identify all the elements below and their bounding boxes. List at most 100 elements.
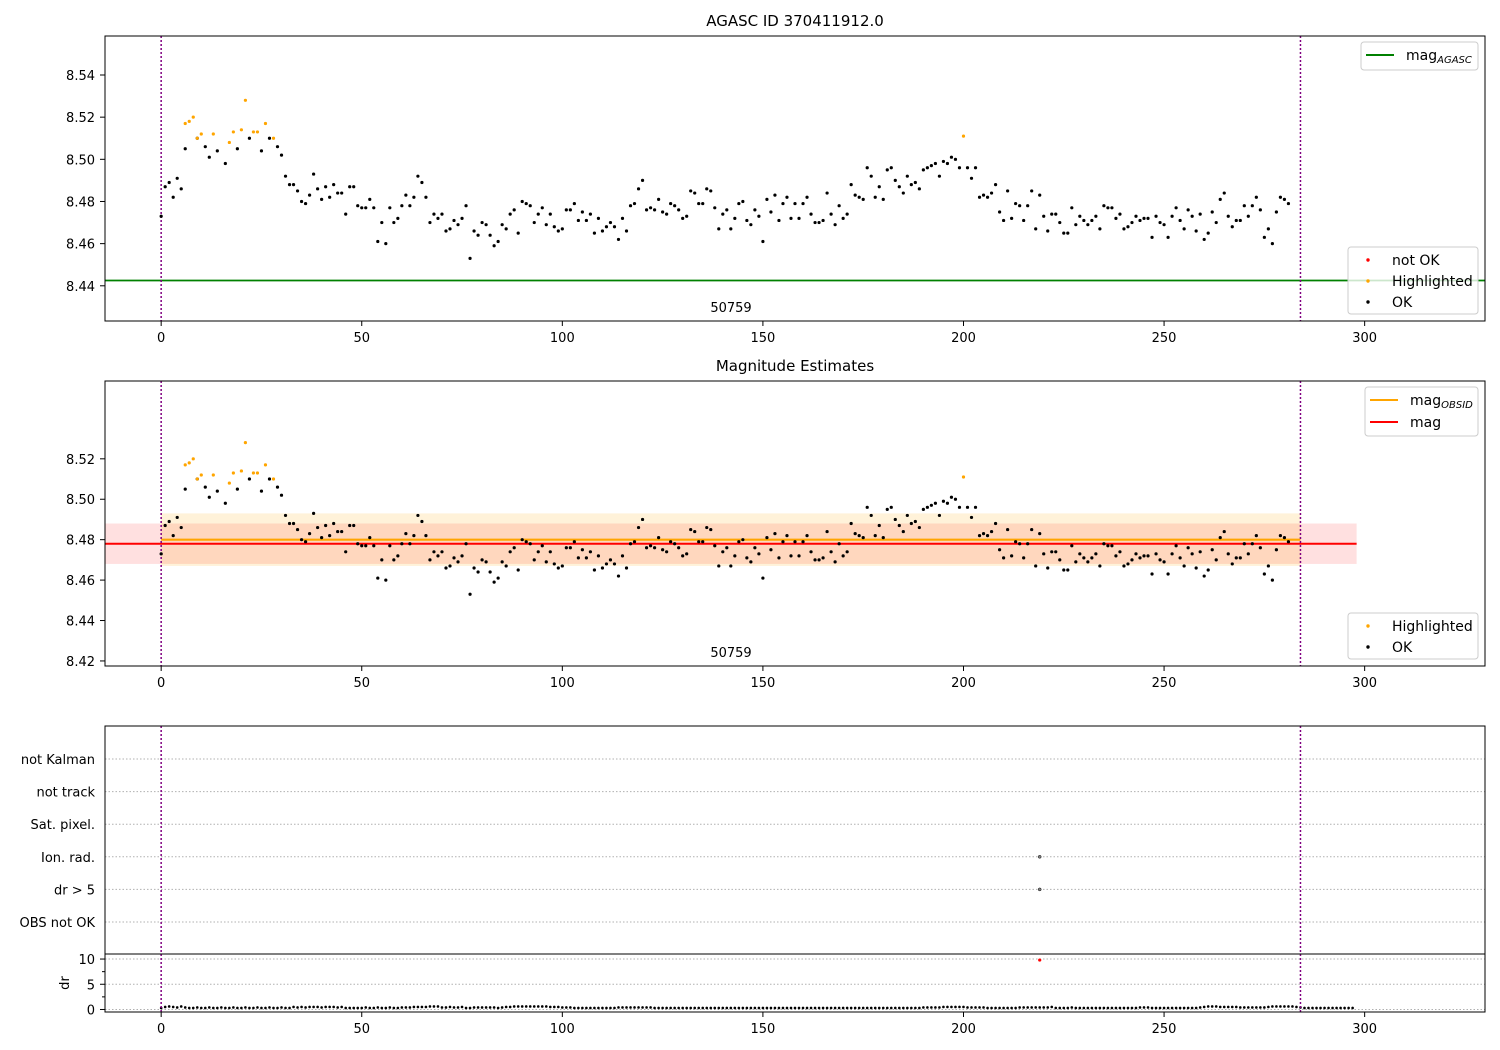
dr-point xyxy=(1034,1006,1037,1009)
dr-point xyxy=(825,1006,829,1010)
agasc-point-ok xyxy=(628,204,633,208)
magnitude-point-ok xyxy=(275,485,280,489)
dr-point xyxy=(1054,1006,1058,1010)
magnitude-point-ok xyxy=(1078,552,1082,556)
magnitude-point-ok xyxy=(512,546,516,550)
dr-point xyxy=(946,1005,949,1009)
dr-point xyxy=(1018,1006,1021,1009)
magnitude-point-ok xyxy=(588,550,593,554)
magnitude-point-ok xyxy=(929,503,933,507)
magnitude-point-ok xyxy=(833,560,837,564)
dr-point xyxy=(352,1006,356,1010)
magnitude-point-ok xyxy=(1082,556,1086,560)
dr-point xyxy=(524,1005,528,1008)
magnitude-point-ok xyxy=(1138,556,1142,560)
dr-point xyxy=(1198,1006,1202,1009)
magnitude-point-ok xyxy=(1050,550,1054,554)
magnitude-point-ok xyxy=(1026,542,1030,546)
magnitude-point-ok xyxy=(821,556,825,560)
agasc-point-ok xyxy=(352,185,356,189)
agasc-point-ok xyxy=(476,233,480,237)
agasc-point-ok xyxy=(528,204,532,208)
agasc-point-ok xyxy=(560,227,564,231)
magnitude-point-ok xyxy=(705,525,709,530)
dr-axis-label: dr xyxy=(58,976,73,990)
dr-point xyxy=(1094,1006,1098,1010)
agasc-point-ok xyxy=(901,191,905,195)
magnitude-ytick-label: 8.44 xyxy=(66,615,95,630)
dr-point xyxy=(516,1005,520,1008)
agasc-point-ok xyxy=(600,229,605,233)
dr-point xyxy=(236,1006,239,1010)
agasc-point-ok xyxy=(829,212,833,216)
agasc-point-ok xyxy=(933,161,938,166)
agasc-point-ok xyxy=(640,178,645,182)
dr-point xyxy=(657,1006,660,1010)
agasc-point-ok xyxy=(1190,214,1194,218)
magnitude-point-ok xyxy=(1174,544,1178,548)
agasc-point-ok xyxy=(175,176,179,180)
agasc-point-ok xyxy=(665,212,669,216)
dr-point xyxy=(1251,1006,1254,1009)
agasc-point-ok xyxy=(159,214,163,218)
magnitude-point-ok xyxy=(1114,554,1118,558)
magnitude-point-ok xyxy=(973,505,978,509)
magnitude-point-ok xyxy=(1206,568,1210,572)
agasc-point-ok xyxy=(632,201,637,206)
dr-point xyxy=(593,1006,596,1010)
magnitude-point-ok xyxy=(520,538,524,542)
dr-point xyxy=(645,1006,648,1009)
magnitude-point-ok xyxy=(877,523,881,528)
agasc-point-highlighted xyxy=(211,132,215,136)
dr-point xyxy=(1130,1006,1134,1010)
magnitude-point-ok xyxy=(452,556,456,560)
dr-point xyxy=(773,1006,777,1010)
dr-point xyxy=(789,1006,793,1010)
dr-point xyxy=(902,1006,905,1010)
flags-xtick-label: 100 xyxy=(550,1022,575,1037)
magnitude-ytick-label: 8.46 xyxy=(66,574,95,589)
dr-point xyxy=(1062,1006,1066,1010)
magnitude-point-ok xyxy=(492,580,496,584)
magnitude-point-ok xyxy=(592,568,597,572)
agasc-point-ok xyxy=(544,223,548,227)
agasc-point-ok xyxy=(504,227,508,231)
dr-point xyxy=(1070,1006,1074,1009)
magnitude-point-ok xyxy=(1238,556,1242,560)
magnitude-point-ok xyxy=(1282,536,1287,540)
magnitude-point-ok xyxy=(837,542,841,546)
dr-point xyxy=(930,1006,933,1009)
agasc-point-ok xyxy=(1158,220,1162,225)
dr-point xyxy=(857,1006,861,1010)
magnitude-point-ok xyxy=(608,558,613,562)
magnitude-point-highlighted xyxy=(187,461,191,465)
dr-point xyxy=(288,1006,291,1010)
agasc-point-ok xyxy=(1002,218,1006,223)
dr-point xyxy=(733,1006,737,1010)
magnitude-point-ok xyxy=(1258,546,1262,550)
magnitude-point-ok xyxy=(175,515,179,520)
dr-point xyxy=(677,1006,680,1010)
magnitude-point-ok xyxy=(616,574,621,578)
dr-point xyxy=(320,1006,323,1009)
magnitude-legend-marker xyxy=(1366,624,1370,628)
agasc-point-ok xyxy=(717,227,721,231)
dr-point xyxy=(208,1006,211,1009)
magnitude-point-ok xyxy=(640,517,645,522)
dr-point xyxy=(1351,1006,1354,1010)
dr-point xyxy=(1307,1006,1310,1010)
flag-point xyxy=(1037,855,1042,859)
dr-point xyxy=(476,1006,480,1009)
dr-point xyxy=(496,1006,500,1010)
magnitude-point-ok xyxy=(713,544,717,548)
agasc-point-ok xyxy=(985,195,990,199)
agasc-point-ok xyxy=(757,214,761,218)
agasc-point-ok xyxy=(564,208,568,212)
magnitude-point-ok xyxy=(857,534,861,538)
magnitude-point-ok xyxy=(905,513,909,518)
dr-point xyxy=(1255,1006,1258,1009)
dr-point xyxy=(292,1005,295,1009)
magnitude-point-ok xyxy=(472,566,476,570)
agasc-point-ok xyxy=(540,206,544,210)
agasc-point-ok xyxy=(1114,216,1118,220)
